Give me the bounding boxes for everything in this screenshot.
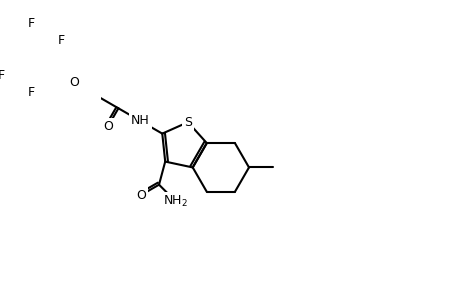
Text: O: O <box>135 189 146 202</box>
Text: O: O <box>103 120 112 133</box>
Text: F: F <box>28 86 35 99</box>
Text: NH: NH <box>131 115 149 128</box>
Text: F: F <box>28 16 35 29</box>
Text: O: O <box>69 76 79 89</box>
Text: NH$_2$: NH$_2$ <box>163 194 188 209</box>
Text: F: F <box>0 69 5 82</box>
Text: F: F <box>58 34 65 47</box>
Text: S: S <box>184 116 191 129</box>
